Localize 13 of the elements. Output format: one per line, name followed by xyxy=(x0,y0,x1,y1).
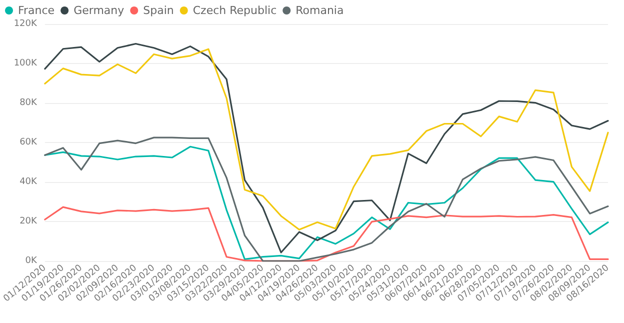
y-tick-label: 0K xyxy=(25,256,38,266)
y-tick-label: 80K xyxy=(20,98,38,108)
legend-label: Romania xyxy=(296,4,344,17)
legend-label: France xyxy=(18,4,55,17)
legend-label: Czech Republic xyxy=(192,4,277,17)
y-tick-label: 20K xyxy=(20,216,38,226)
legend-label: Spain xyxy=(143,4,174,17)
y-tick-label: 60K xyxy=(20,138,38,148)
line-series xyxy=(44,206,609,262)
y-tick-label: 120K xyxy=(14,19,38,29)
y-tick-label: 40K xyxy=(20,177,38,187)
legend-label: Germany xyxy=(74,4,125,17)
y-tick-label: 100K xyxy=(14,58,38,68)
